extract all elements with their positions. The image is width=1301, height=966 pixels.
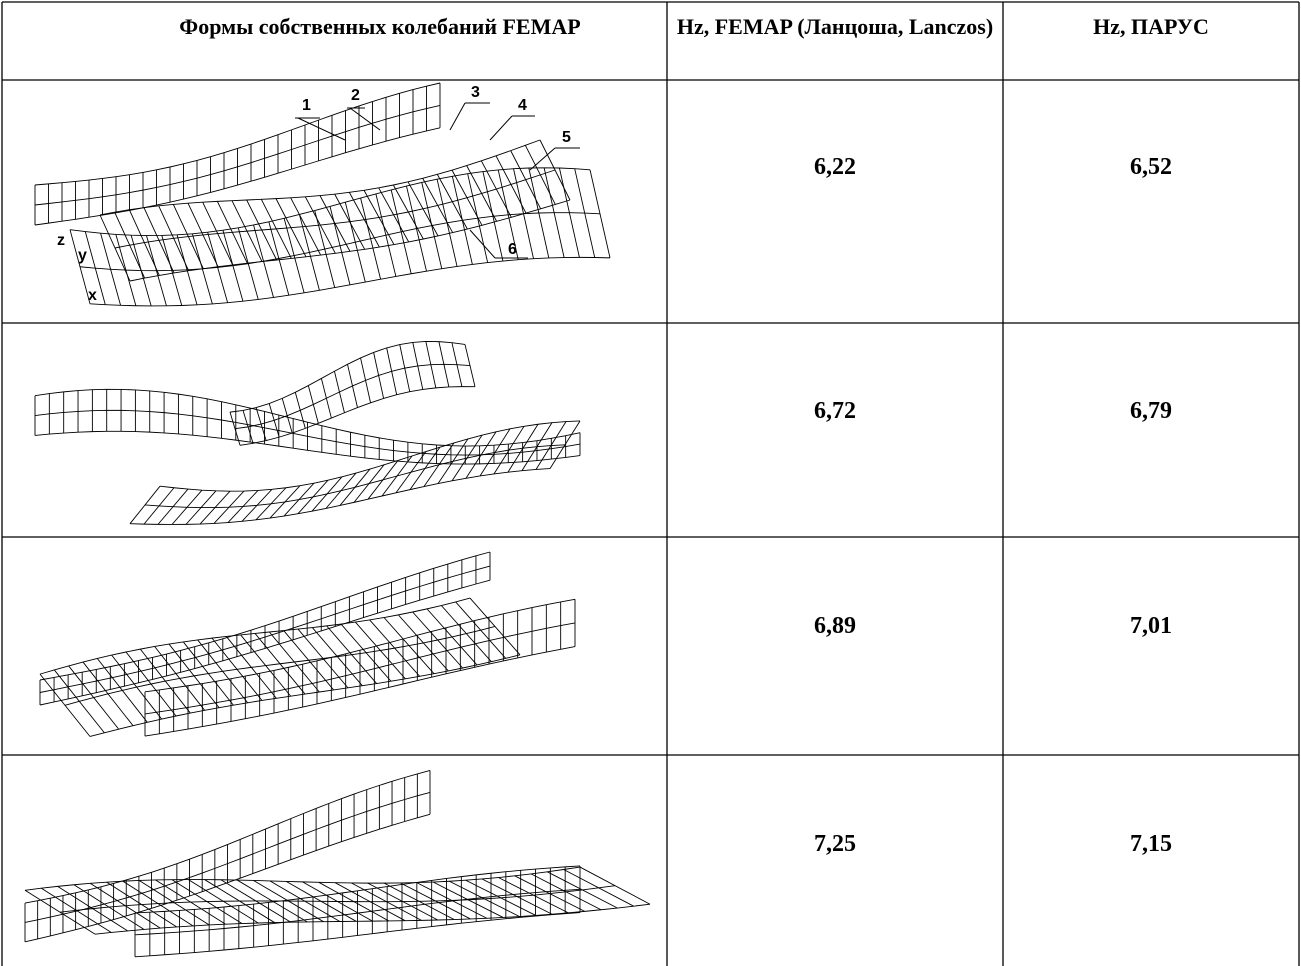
wire bbox=[24, 813, 431, 943]
wire bbox=[79, 212, 601, 272]
wire bbox=[69, 167, 591, 236]
figure-label: 2 bbox=[351, 87, 360, 104]
wire bbox=[39, 565, 491, 693]
wire bbox=[144, 444, 566, 509]
wire bbox=[34, 127, 441, 226]
value-cell: 7,01 bbox=[1130, 613, 1172, 639]
wire bbox=[229, 341, 466, 413]
axis-label: y bbox=[78, 247, 87, 264]
wire bbox=[99, 139, 541, 216]
wire bbox=[34, 430, 581, 465]
header-cell: Hz, FEMAP (Ланцоша, Lanczos) bbox=[676, 14, 994, 39]
wire bbox=[64, 626, 496, 706]
value-cell: 6,72 bbox=[814, 398, 856, 424]
wire bbox=[129, 468, 551, 525]
wire bbox=[34, 409, 581, 456]
figure-label: 5 bbox=[562, 129, 571, 146]
wire bbox=[34, 82, 441, 186]
wire bbox=[134, 912, 581, 958]
header-cell: Hz, ПАРУС bbox=[1093, 14, 1209, 39]
value-cell: 6,52 bbox=[1130, 154, 1172, 180]
wire bbox=[59, 885, 616, 913]
wire bbox=[134, 888, 581, 936]
wire bbox=[464, 344, 476, 387]
wire bbox=[589, 169, 611, 258]
figure-label: 1 bbox=[302, 97, 311, 114]
value-cell: 6,79 bbox=[1130, 398, 1172, 424]
wire bbox=[239, 386, 476, 446]
wire bbox=[24, 770, 431, 904]
wire bbox=[39, 551, 491, 681]
wire bbox=[144, 622, 576, 715]
wire bbox=[144, 598, 576, 693]
wire bbox=[39, 579, 491, 706]
wire bbox=[129, 199, 571, 282]
figure-label: 4 bbox=[518, 97, 527, 114]
wire bbox=[114, 169, 556, 249]
axis-label: z bbox=[57, 232, 65, 249]
wire bbox=[579, 866, 651, 905]
wire bbox=[159, 420, 581, 492]
wire bbox=[144, 646, 576, 737]
wire bbox=[89, 654, 521, 737]
value-cell: 7,15 bbox=[1130, 831, 1172, 857]
wire bbox=[89, 256, 611, 307]
wire bbox=[134, 865, 581, 914]
wire bbox=[24, 866, 581, 891]
value-cell: 6,89 bbox=[814, 613, 856, 639]
value-cell: 6,22 bbox=[814, 154, 856, 180]
value-cell: 7,25 bbox=[814, 831, 856, 857]
mode-shapes bbox=[24, 82, 651, 958]
figure-label: 6 bbox=[508, 241, 517, 258]
figure-label: 3 bbox=[471, 84, 480, 101]
wire bbox=[24, 791, 431, 923]
figure-labels: 1 2 3 4 5 6 z y x bbox=[57, 84, 571, 304]
wire bbox=[234, 363, 471, 430]
wire bbox=[34, 104, 441, 206]
header-cell: Формы собственных колебаний FEMAP bbox=[179, 14, 581, 39]
wire bbox=[34, 388, 581, 447]
figure-leaders bbox=[295, 102, 580, 259]
wire bbox=[39, 597, 471, 675]
axis-label: x bbox=[88, 287, 97, 304]
